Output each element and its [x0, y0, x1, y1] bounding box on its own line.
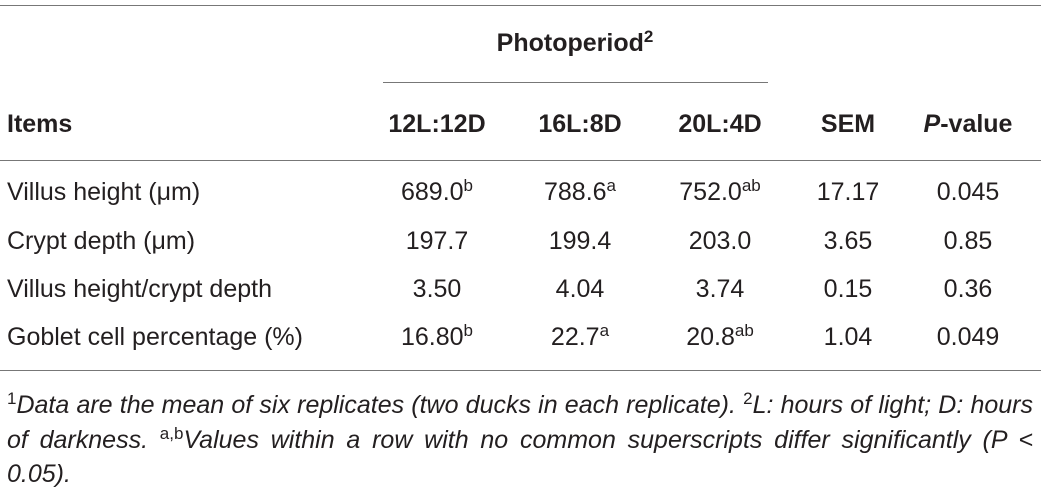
rule	[0, 160, 1041, 161]
cell-text: 752.0	[679, 178, 742, 206]
cell-text: 16.80	[400, 323, 464, 351]
table-cell: 3.74	[696, 274, 745, 304]
footnote-text: Data are the mean of six replicates (two…	[16, 391, 744, 419]
column-header: 20L:4D	[678, 110, 762, 138]
cell-text: Villus height (μm)	[7, 178, 201, 206]
cell-text: 4.04	[555, 275, 605, 303]
column-header: 16L:8D	[538, 110, 622, 138]
cell-text: 3.65	[823, 227, 873, 255]
superscript: ab	[741, 176, 761, 195]
table-cell: 197.7	[406, 226, 469, 256]
table-cell: 788.6a	[544, 177, 616, 207]
cell-text: 0.85	[943, 227, 993, 255]
superscript: 1	[7, 389, 17, 408]
table-cell: 752.0ab	[679, 177, 760, 207]
superscript: a	[599, 321, 610, 340]
p-italic: P	[923, 110, 941, 138]
table-cell: Villus height (μm)	[7, 177, 200, 207]
p-header: P-value	[924, 109, 1013, 139]
table-cell: Crypt depth (μm)	[7, 226, 195, 256]
cell-text: 1.04	[823, 323, 873, 351]
cell-text: 199.4	[548, 227, 612, 255]
superscript: ab	[734, 321, 754, 340]
footnote: 1Data are the mean of six replicates (tw…	[7, 388, 1033, 492]
cell-text: Crypt depth (μm)	[7, 227, 196, 255]
superscript: 2	[643, 27, 654, 46]
cell-text: 0.049	[936, 323, 1000, 351]
cell-text: 689.0	[400, 178, 464, 206]
table-cell: 0.36	[944, 274, 993, 304]
cell-text: 0.36	[943, 275, 993, 303]
table-cell: 0.85	[944, 226, 993, 256]
cell-text: Goblet cell percentage (%)	[7, 323, 303, 351]
group-header-text: Photoperiod	[496, 29, 644, 57]
table-cell: 17.17	[817, 177, 880, 207]
footnote-text: Values within a row with no common super…	[7, 425, 1033, 489]
table-cell: 0.15	[824, 274, 873, 304]
cell-text: 17.17	[816, 178, 880, 206]
table-cell: 199.4	[549, 226, 612, 256]
cell-text: 22.7	[550, 323, 600, 351]
superscript: a	[606, 176, 617, 195]
table-cell: 689.0b	[401, 177, 473, 207]
cell-text: 0.15	[823, 275, 873, 303]
table-cell: 20.8ab	[686, 322, 754, 352]
rule	[0, 370, 1041, 371]
table-cell: 3.50	[413, 274, 462, 304]
column-header: SEM	[820, 110, 876, 138]
table-cell: Goblet cell percentage (%)	[7, 322, 303, 352]
table-cell: 0.045	[937, 177, 1000, 207]
table-cell: 203.0	[689, 226, 752, 256]
table-cell: Villus height/crypt depth	[7, 274, 272, 304]
table-cell: 0.049	[937, 322, 1000, 352]
column-header: 12L:12D	[388, 110, 486, 138]
superscript: 2	[743, 389, 753, 408]
footnote-text: L: hours of light; D: hours of darkness.	[7, 391, 1034, 454]
superscript: b	[463, 321, 474, 340]
table-cell: 1.04	[824, 322, 873, 352]
table-cell: 3.65	[824, 226, 873, 256]
group-header: Photoperiod2	[497, 28, 654, 58]
p-rest: -value	[940, 110, 1013, 138]
cell-text: 0.045	[936, 178, 1000, 206]
cell-text: 3.50	[412, 275, 462, 303]
cell-text: 20.8	[686, 323, 735, 351]
column-header: Items	[7, 110, 73, 138]
superscript: b	[463, 176, 474, 195]
cell-text: 3.74	[695, 275, 745, 303]
cell-text: Villus height/crypt depth	[7, 275, 272, 303]
superscript: a,b	[159, 423, 184, 443]
cell-text: 203.0	[688, 227, 752, 255]
table-cell: 4.04	[556, 274, 605, 304]
table-cell: 22.7a	[551, 322, 609, 352]
table-cell: 16.80b	[401, 322, 473, 352]
cell-text: 788.6	[543, 178, 607, 206]
rule	[383, 82, 768, 83]
cell-text: 197.7	[405, 227, 469, 255]
rule	[0, 5, 1041, 6]
